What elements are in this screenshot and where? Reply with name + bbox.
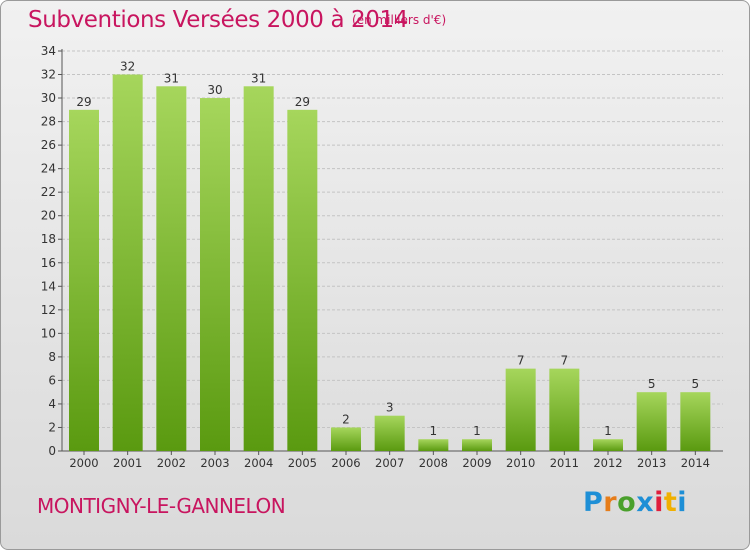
bar-2004 bbox=[243, 86, 274, 451]
y-tick-label: 34 bbox=[41, 44, 56, 58]
data-label-2010: 7 bbox=[517, 354, 525, 368]
x-tick-label: 2014 bbox=[681, 456, 710, 470]
x-tick-label: 2002 bbox=[157, 456, 186, 470]
y-tick-label: 2 bbox=[48, 420, 56, 434]
x-tick-label: 2003 bbox=[200, 456, 229, 470]
logo-letter: r bbox=[603, 487, 618, 518]
data-label-2001: 32 bbox=[120, 60, 135, 74]
bar-2005 bbox=[287, 109, 318, 451]
logo-letter: t bbox=[663, 487, 678, 518]
data-label-2014: 5 bbox=[692, 377, 700, 391]
unit-note: (en milliers d'€) bbox=[352, 13, 447, 27]
x-tick-label: 2009 bbox=[462, 456, 491, 470]
bar-2009 bbox=[462, 439, 492, 451]
bar-2002 bbox=[156, 86, 187, 451]
x-tick-label: 2012 bbox=[593, 456, 622, 470]
y-tick-label: 32 bbox=[41, 68, 56, 82]
proxiti-logo[interactable]: Proxiti bbox=[583, 487, 687, 518]
data-label-2005: 29 bbox=[295, 95, 310, 109]
bar-2013 bbox=[636, 392, 667, 451]
x-tick-label: 2011 bbox=[550, 456, 579, 470]
y-tick-label: 6 bbox=[48, 373, 56, 387]
data-label-2003: 30 bbox=[207, 83, 222, 97]
y-tick-label: 28 bbox=[41, 115, 56, 129]
y-tick-label: 18 bbox=[41, 232, 56, 246]
bar-2008 bbox=[418, 439, 449, 451]
logo-letter: P bbox=[583, 487, 604, 518]
data-label-2009: 1 bbox=[473, 424, 481, 438]
data-label-2002: 31 bbox=[164, 71, 179, 85]
y-tick-label: 24 bbox=[41, 162, 56, 176]
logo-letter: i bbox=[677, 487, 688, 518]
x-tick-label: 2007 bbox=[375, 456, 404, 470]
logo-letter: x bbox=[636, 487, 655, 518]
chart-title: Subventions Versées 2000 à 2014 bbox=[28, 7, 408, 33]
x-tick-label: 2006 bbox=[331, 456, 360, 470]
bar-2010 bbox=[505, 368, 536, 451]
bar-2011 bbox=[549, 368, 580, 451]
y-tick-label: 22 bbox=[41, 185, 56, 199]
y-tick-label: 0 bbox=[48, 444, 56, 458]
x-tick-label: 2004 bbox=[244, 456, 273, 470]
data-label-2007: 3 bbox=[386, 401, 394, 415]
bars bbox=[69, 74, 711, 451]
data-label-2011: 7 bbox=[561, 354, 569, 368]
x-tick-label: 2013 bbox=[637, 456, 666, 470]
x-tick-label: 2005 bbox=[288, 456, 317, 470]
y-tick-label: 20 bbox=[41, 209, 56, 223]
bar-2000 bbox=[69, 109, 99, 451]
y-tick-label: 16 bbox=[41, 256, 56, 270]
y-tick-label: 12 bbox=[41, 303, 56, 317]
x-tick-label: 2008 bbox=[419, 456, 448, 470]
bar-2007 bbox=[374, 415, 405, 451]
y-tick-label: 8 bbox=[48, 350, 56, 364]
y-tick-label: 4 bbox=[48, 397, 56, 411]
y-tick-label: 10 bbox=[41, 326, 56, 340]
bar-2006 bbox=[331, 427, 361, 451]
data-label-2006: 2 bbox=[342, 412, 350, 426]
data-label-2012: 1 bbox=[604, 424, 612, 438]
bar-2001 bbox=[112, 74, 143, 451]
logo-letter: i bbox=[654, 487, 664, 518]
bar-2012 bbox=[593, 439, 623, 451]
y-tick-label: 30 bbox=[41, 91, 56, 105]
y-tick-label: 26 bbox=[41, 138, 56, 152]
x-tick-label: 2001 bbox=[113, 456, 142, 470]
data-label-2000: 29 bbox=[76, 95, 91, 109]
y-tick-label: 14 bbox=[41, 279, 56, 293]
logo-letter: o bbox=[617, 487, 637, 518]
data-label-2008: 1 bbox=[430, 424, 438, 438]
bar-2003 bbox=[200, 98, 230, 451]
x-tick-label: 2010 bbox=[506, 456, 535, 470]
x-tick-label: 2000 bbox=[69, 456, 98, 470]
data-label-2004: 31 bbox=[251, 71, 266, 85]
x-tick-labels: 2000 2001 2002 2003 2004 2005 2006 2007 2008 2009… bbox=[69, 456, 710, 470]
commune-name: MONTIGNY-LE-GANNELON bbox=[37, 494, 286, 518]
bar-2014 bbox=[680, 392, 711, 451]
data-label-2013: 5 bbox=[648, 377, 656, 391]
